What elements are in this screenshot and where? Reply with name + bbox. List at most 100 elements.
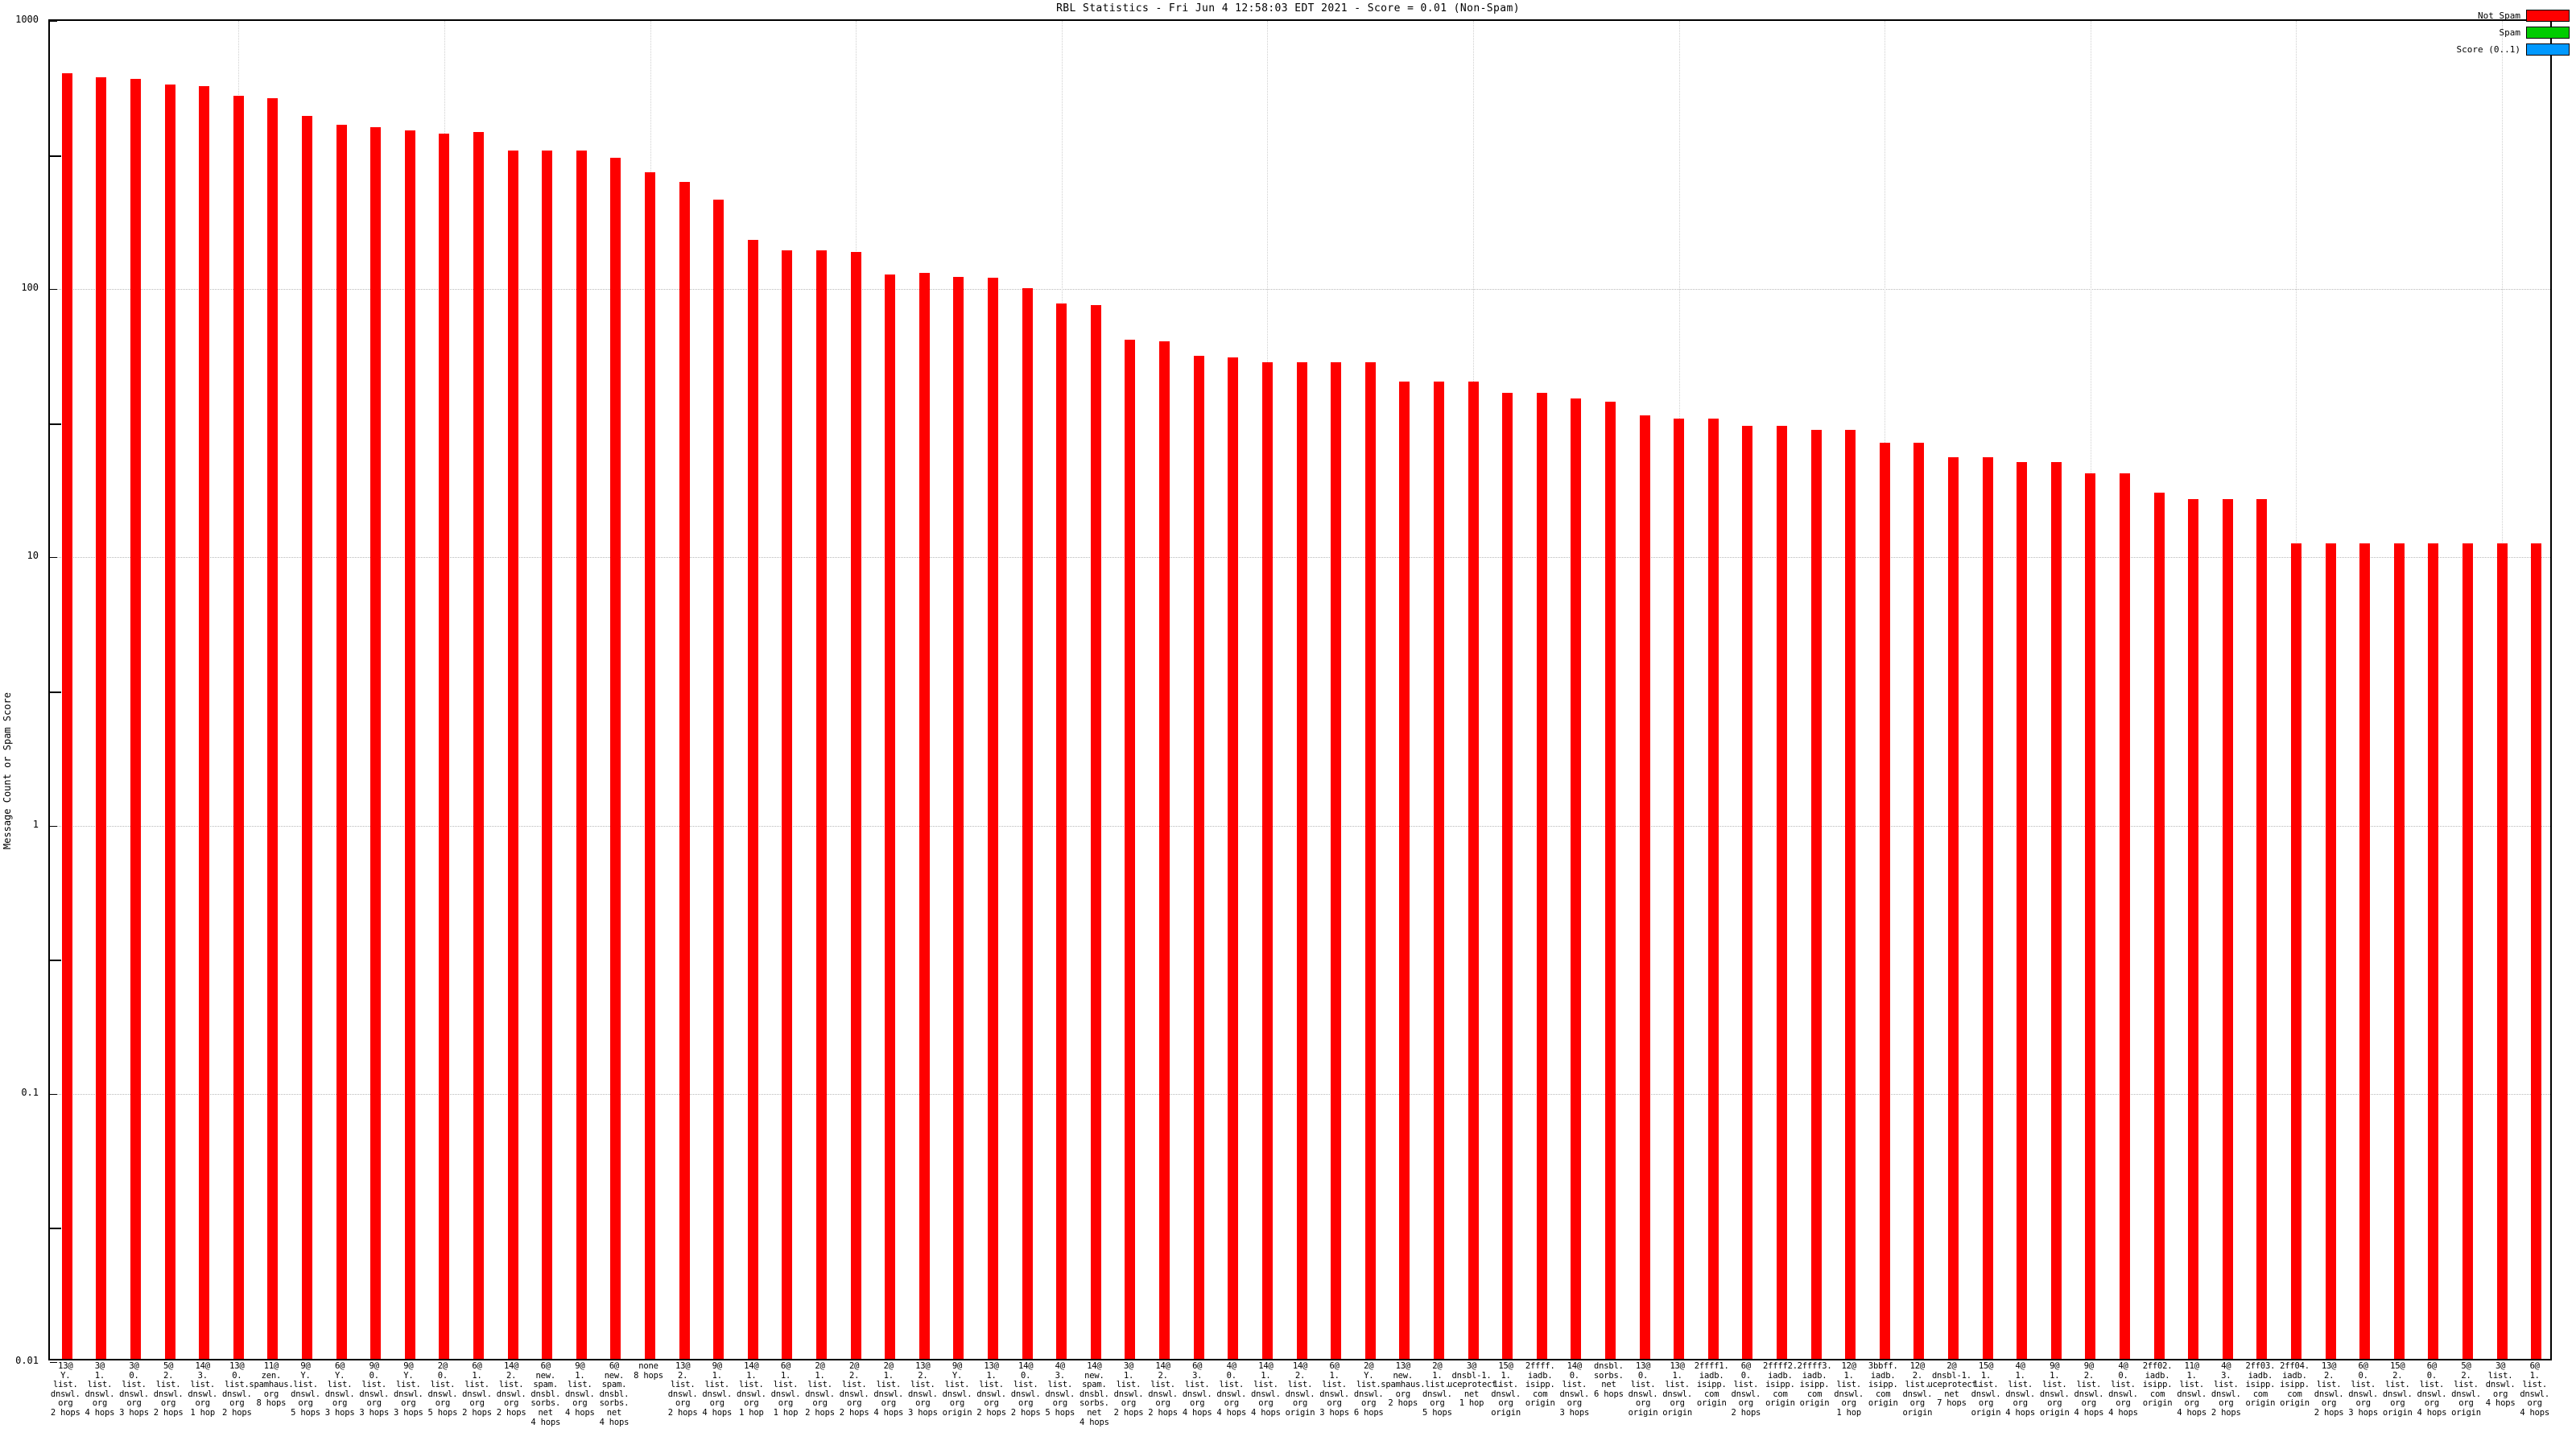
bar [473, 131, 485, 1359]
bar [1261, 361, 1273, 1359]
x-tick-label: 4@ 1. list. dnswl. org 4 hops [2005, 1361, 2036, 1418]
bar [233, 96, 244, 1359]
legend-swatch [2526, 27, 2570, 39]
x-tick-label: 14@ 1. list. dnswl. org 1 hop [736, 1361, 766, 1418]
x-tick-label: 3@ 0. list. dnswl. org 3 hops [119, 1361, 149, 1418]
x-tick-label: 4@ 3. list. dnswl. org 2 hops [2211, 1361, 2241, 1418]
x-tick-label: 3bbff. iadb. isipp. com origin [1868, 1361, 1898, 1409]
bar [2325, 543, 2336, 1359]
y-major-tick [50, 1093, 57, 1095]
bar [2462, 543, 2473, 1359]
bar [1707, 419, 1719, 1359]
bar [1468, 382, 1479, 1359]
bar [2256, 499, 2268, 1359]
x-tick-label: 6@ 0. list. dnswl. org 2 hops [1731, 1361, 1761, 1418]
legend-item: Not Spam [2478, 10, 2570, 22]
y-tick-label: 0.1 [21, 1086, 39, 1098]
bar [1571, 398, 1582, 1359]
x-tick-label: 4@ 0. list. dnswl. org 4 hops [1216, 1361, 1247, 1418]
x-tick-label: 14@ 0. list. dnswl. org 3 hops [1559, 1361, 1590, 1418]
bar [336, 124, 347, 1359]
bar [2119, 473, 2130, 1359]
legend-swatch [2526, 10, 2570, 22]
x-tick-label: 13@ 1. list. dnswl. org 2 hops [976, 1361, 1006, 1418]
bar [302, 116, 313, 1359]
x-tick-label: dnsbl. sorbs. net 6 hops [1594, 1361, 1624, 1399]
bar [2188, 499, 2199, 1359]
x-tick-label: 13@ 0. list. dnswl. org origin [1628, 1361, 1658, 1418]
bar [1845, 430, 1856, 1359]
bar [1193, 355, 1204, 1359]
x-tick-label: 2@ Y. list. dnswl. org 6 hops [1353, 1361, 1384, 1418]
x-tick-label: 5@ 2. list. dnswl. org origin [2451, 1361, 2481, 1418]
y-tick-label: 10 [27, 550, 39, 562]
y-major-tick [50, 21, 57, 22]
x-tick-label: 15@ 1. list. dnswl. org origin [1491, 1361, 1521, 1418]
bar [1433, 382, 1444, 1359]
plot-area [48, 19, 2552, 1363]
y-major-tick [50, 1362, 57, 1363]
x-tick-label: 3@ 1. list. dnswl. org 2 hops [1113, 1361, 1144, 1418]
x-tick-label: 6@ 1. list. dnswl. org 1 hop [770, 1361, 801, 1418]
bar [1056, 303, 1067, 1359]
bar [1879, 443, 1890, 1359]
legend-item: Score (0..1) [2457, 43, 2570, 56]
x-tick-label: 2@ 1. list. dnswl. org 2 hops [805, 1361, 835, 1418]
bar [199, 86, 210, 1359]
bar [507, 150, 518, 1359]
bar [782, 250, 793, 1359]
bar [267, 98, 279, 1359]
bar [1536, 392, 1547, 1359]
bar [1674, 419, 1685, 1359]
x-tick-label: 14@ 0. list. dnswl. org 2 hops [1010, 1361, 1041, 1418]
x-tick-label: 2@ 0. list. dnswl. org 5 hops [427, 1361, 458, 1418]
x-tick-label: 13@ 1. list. dnswl. org origin [1662, 1361, 1692, 1418]
x-tick-label: 6@ 1. list. dnswl. org 4 hops [2520, 1361, 2550, 1418]
x-tick-label: 2ff03. iadb. isipp. com origin [2245, 1361, 2276, 1409]
y-major-tick [50, 557, 57, 559]
bar [1090, 304, 1101, 1359]
bar [2050, 462, 2062, 1359]
x-axis-labels: 13@ Y. list. dnswl. org 2 hops 3@ 1. list… [48, 1361, 2552, 1449]
x-tick-label: 2ffff. iadb. isipp. com origin [1525, 1361, 1555, 1409]
x-tick-label: 2@ 1. list. dnswl. org 4 hops [873, 1361, 904, 1418]
bar [679, 181, 690, 1359]
bar [576, 150, 587, 1359]
legend-label: Not Spam [2478, 10, 2520, 21]
x-tick-label: 5@ 2. list. dnswl. org 2 hops [153, 1361, 184, 1418]
bar [919, 272, 930, 1359]
x-tick-label: 2@ 1. list. dnswl. org 5 hops [1422, 1361, 1452, 1418]
x-tick-label: 6@ 3. list. dnswl. org 4 hops [1182, 1361, 1212, 1418]
bar [2085, 473, 2096, 1359]
legend-label: Spam [2499, 27, 2521, 38]
x-tick-label: 14@ new. spam. dnsbl. sorbs. net 4 hops [1080, 1361, 1109, 1427]
y-axis-title: Message Count or Spam Score [2, 692, 13, 850]
y-major-tick [50, 289, 57, 291]
bar [439, 133, 450, 1359]
x-tick-label: 3@ list. dnswl. org 4 hops [2485, 1361, 2516, 1409]
x-tick-label: 9@ 1. list. dnswl. org 4 hops [564, 1361, 595, 1418]
bar [61, 73, 72, 1359]
bar [885, 275, 896, 1359]
x-tick-label: 13@ new. spamhaus. org 2 hops [1381, 1361, 1426, 1409]
bar [645, 172, 656, 1359]
x-tick-label: 6@ 0. list. dnswl. org 4 hops [2417, 1361, 2447, 1418]
x-tick-label: 9@ Y. list. dnswl. org 3 hops [393, 1361, 423, 1418]
h-gridline [50, 289, 2550, 291]
x-tick-label: 6@ Y. list. dnswl. org 3 hops [324, 1361, 355, 1418]
bar [1742, 426, 1753, 1359]
bar [1125, 340, 1136, 1359]
bar [1296, 361, 1307, 1359]
axis-ticks [50, 21, 2550, 1363]
bar [1228, 357, 1239, 1359]
x-tick-label: 13@ Y. list. dnswl. org 2 hops [50, 1361, 80, 1418]
bar [1159, 341, 1170, 1359]
x-tick-label: 9@ 1. list. dnswl. org origin [2039, 1361, 2070, 1418]
x-tick-label: 9@ 2. list. dnswl. org 4 hops [2074, 1361, 2104, 1418]
x-tick-label: 15@ 1. list. dnswl. org origin [1971, 1361, 2001, 1418]
x-tick-label: 14@ 1. list. dnswl. org 4 hops [1251, 1361, 1281, 1418]
bar [1776, 426, 1787, 1359]
x-tick-label: 9@ Y. list. dnswl. org origin [942, 1361, 972, 1418]
y-tick-label: 0.01 [15, 1355, 39, 1366]
x-tick-label: 14@ 2. list. dnswl. org 2 hops [496, 1361, 526, 1418]
